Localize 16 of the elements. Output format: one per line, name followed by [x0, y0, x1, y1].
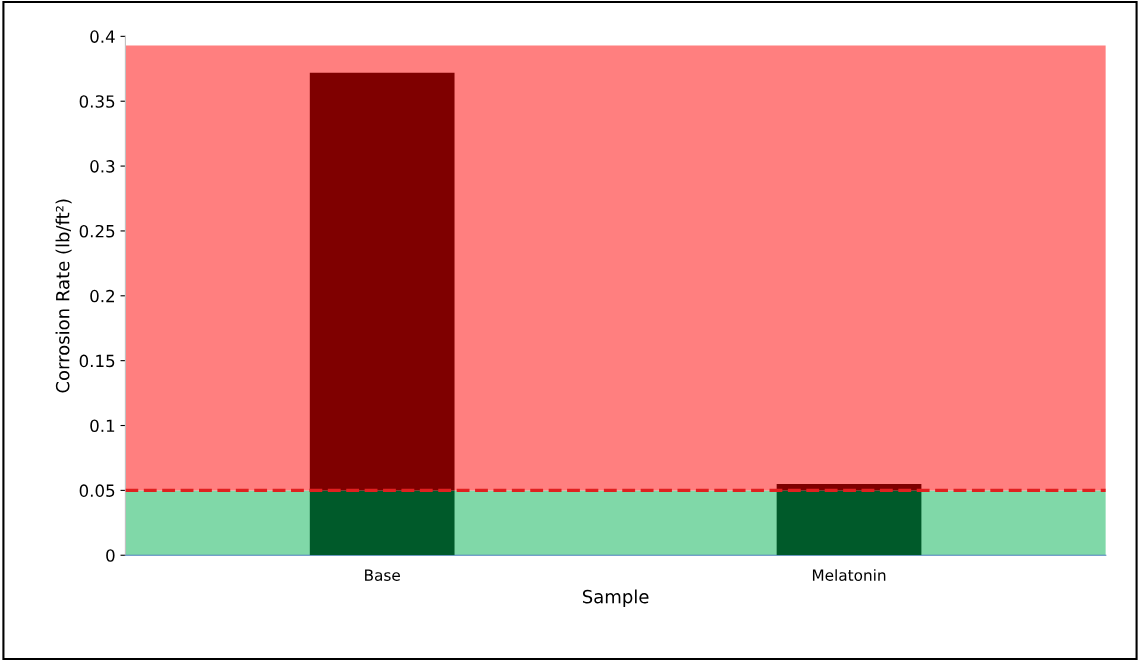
y-tick-label: 0.4 [90, 30, 115, 43]
y-tick-label: 0.3 [90, 160, 115, 173]
x-tick-label: Melatonin [812, 569, 886, 581]
bar [776, 490, 922, 556]
y-tick-label: 0.2 [90, 289, 115, 303]
y-tick-label: 0.35 [79, 95, 115, 108]
y-tick-label: 0.1 [90, 419, 115, 433]
y-tick-label: 0 [106, 549, 115, 562]
bar [309, 490, 455, 556]
y-tick-label: 0.05 [79, 484, 115, 497]
y-axis-title: Corrosion Rate (lb/ft²) [55, 199, 72, 393]
x-tick-label: Base [365, 569, 400, 581]
y-tick-label: 0.15 [79, 354, 115, 368]
x-axis-title: Sample [582, 589, 649, 607]
y-tick-label: 0.25 [79, 224, 115, 238]
bar [309, 72, 455, 491]
